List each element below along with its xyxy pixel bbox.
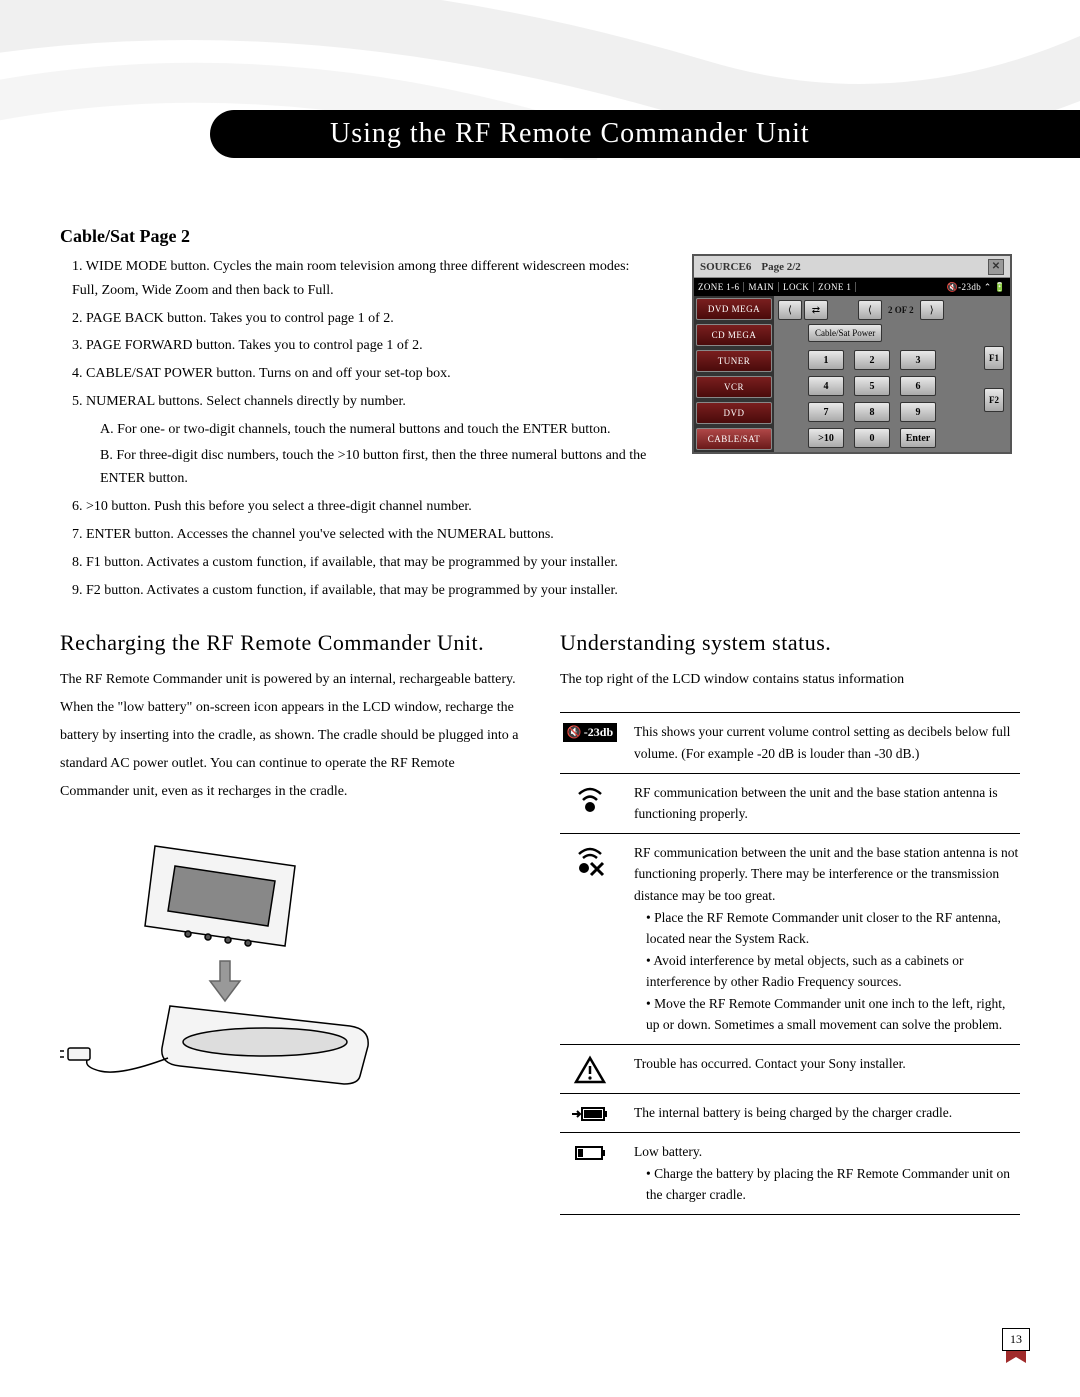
num-key[interactable]: 8	[854, 402, 890, 422]
status-row-warn: Trouble has occurred. Contact your Sony …	[560, 1044, 1020, 1093]
charging-icon	[560, 1102, 620, 1124]
list-item: A. For one- or two-digit channels, touch…	[100, 418, 660, 442]
status-text: RF communication between the unit and th…	[634, 782, 1020, 825]
list-item: 3. PAGE FORWARD button. Takes you to con…	[72, 334, 642, 358]
num-key[interactable]: 2	[854, 350, 890, 370]
numeral-pad: 1 2 3 4 5 6 7 8 9 >10 0 Enter	[808, 350, 1006, 448]
list-item: 1. WIDE MODE button. Cycles the main roo…	[72, 255, 642, 303]
status-bullets: Place the RF Remote Commander unit close…	[646, 907, 1020, 1037]
status-intro: The top right of the LCD window contains…	[560, 666, 1020, 694]
page-fwd-group: ⟨ 2 OF 2 ⟩	[858, 300, 944, 320]
status-chip: LOCK	[779, 282, 814, 292]
rf-bad-icon	[560, 842, 620, 1036]
cable-sat-power-button[interactable]: Cable/Sat Power	[808, 324, 882, 342]
status-row-charging: The internal battery is being charged by…	[560, 1093, 1020, 1132]
page-indicator: 2 OF 2	[884, 300, 918, 320]
f1-button[interactable]: F1	[984, 346, 1004, 370]
bullet: Avoid interference by metal objects, suc…	[646, 950, 1020, 993]
wide-mode-button[interactable]: ⇄	[804, 300, 828, 320]
page-title-rest: the RF Remote Commander Unit	[402, 118, 810, 149]
page-number: 13	[1002, 1328, 1030, 1351]
device-page-label: Page 2/2	[761, 261, 800, 273]
num-key[interactable]: 3	[900, 350, 936, 370]
rf-ok-icon	[560, 782, 620, 825]
source-button[interactable]: CABLE/SAT	[696, 428, 772, 450]
recharge-column: Recharging the RF Remote Commander Unit.…	[60, 630, 520, 1215]
num-key[interactable]: 4	[808, 376, 844, 396]
f-keys: F1 F2	[984, 346, 1004, 412]
page-title: Using the RF Remote Commander Unit	[330, 118, 810, 150]
status-row-rf-bad: RF communication between the unit and th…	[560, 833, 1020, 1044]
volume-db-icon: 🔇-23db	[560, 721, 620, 764]
page-header-band: Using the RF Remote Commander Unit	[210, 110, 1080, 158]
status-column: Understanding system status. The top rig…	[560, 630, 1020, 1215]
cablesat-sublist: A. For one- or two-digit channels, touch…	[100, 418, 660, 491]
warning-icon	[560, 1053, 620, 1085]
page-back-group: ⟨ ⇄	[778, 300, 828, 320]
page-number-box: 13	[1002, 1328, 1030, 1367]
list-item: 5. NUMERAL buttons. Select channels dire…	[72, 390, 642, 414]
list-item: 9. F2 button. Activates a custom functio…	[72, 579, 1020, 603]
device-source-label: SOURCE6	[700, 261, 751, 273]
two-column-section: Recharging the RF Remote Commander Unit.…	[60, 630, 1020, 1215]
f2-button[interactable]: F2	[984, 388, 1004, 412]
bookmark-icon	[1002, 1351, 1030, 1367]
num-key[interactable]: 0	[854, 428, 890, 448]
recharge-body: The RF Remote Commander unit is powered …	[60, 666, 520, 806]
page-forward-button[interactable]: ⟩	[920, 300, 944, 320]
page-title-strong: Using	[330, 118, 402, 149]
source-button[interactable]: DVD MEGA	[696, 298, 772, 320]
page-back-button[interactable]: ⟨	[858, 300, 882, 320]
num-key[interactable]: >10	[808, 428, 844, 448]
source-button[interactable]: VCR	[696, 376, 772, 398]
bullet: Move the RF Remote Commander unit one in…	[646, 993, 1020, 1036]
enter-key[interactable]: Enter	[900, 428, 936, 448]
status-chip: ZONE 1	[814, 282, 856, 292]
status-row-lowbatt: Low battery. Charge the battery by placi…	[560, 1132, 1020, 1215]
list-item: 4. CABLE/SAT POWER button. Turns on and …	[72, 362, 642, 386]
status-text: Trouble has occurred. Contact your Sony …	[634, 1053, 1020, 1085]
list-item: 8. F1 button. Activates a custom functio…	[72, 551, 1020, 575]
list-item: 7. ENTER button. Accesses the channel yo…	[72, 523, 1020, 547]
status-text: This shows your current volume control s…	[634, 721, 1020, 764]
device-main-panel: ⟨ ⇄ ⟨ 2 OF 2 ⟩ Cable/Sat Power 1 2 3	[774, 296, 1010, 452]
status-heading: Understanding system status.	[560, 630, 1020, 656]
list-item: 2. PAGE BACK button. Takes you to contro…	[72, 307, 642, 331]
status-text: RF communication between the unit and th…	[634, 842, 1020, 1036]
device-titlebar: SOURCE6 Page 2/2 ✕	[694, 256, 1010, 278]
remote-device-screenshot: SOURCE6 Page 2/2 ✕ ZONE 1-6 MAIN LOCK ZO…	[692, 254, 1012, 454]
cradle-illustration	[60, 826, 520, 1101]
device-status-bar: ZONE 1-6 MAIN LOCK ZONE 1 🔇-23db ⌃ 🔋	[694, 278, 1010, 296]
cablesat-list: 1. WIDE MODE button. Cycles the main roo…	[72, 255, 642, 414]
status-chip: 🔇-23db ⌃ 🔋	[943, 282, 1010, 293]
bullet: Charge the battery by placing the RF Rem…	[646, 1163, 1020, 1206]
recharge-heading: Recharging the RF Remote Commander Unit.	[60, 630, 520, 656]
source-button[interactable]: TUNER	[696, 350, 772, 372]
status-row-db: 🔇-23db This shows your current volume co…	[560, 712, 1020, 772]
status-row-rf-ok: RF communication between the unit and th…	[560, 773, 1020, 833]
cablesat-list-cont: 6. >10 button. Push this before you sele…	[72, 495, 1020, 602]
status-chip: ZONE 1-6	[694, 282, 744, 292]
cablesat-heading: Cable/Sat Page 2	[60, 226, 1020, 247]
status-table: 🔇-23db This shows your current volume co…	[560, 712, 1020, 1215]
page-back-button[interactable]: ⟨	[778, 300, 802, 320]
status-bullets: Charge the battery by placing the RF Rem…	[646, 1163, 1020, 1206]
cablesat-section: Cable/Sat Page 2 1. WIDE MODE button. Cy…	[60, 226, 1020, 602]
list-item: B. For three-digit disc numbers, touch t…	[100, 444, 660, 492]
list-item: 6. >10 button. Push this before you sele…	[72, 495, 1020, 519]
status-text: The internal battery is being charged by…	[634, 1102, 1020, 1124]
source-button[interactable]: DVD	[696, 402, 772, 424]
status-text: Low battery. Charge the battery by placi…	[634, 1141, 1020, 1206]
close-icon[interactable]: ✕	[988, 259, 1004, 275]
num-key[interactable]: 7	[808, 402, 844, 422]
num-key[interactable]: 1	[808, 350, 844, 370]
num-key[interactable]: 9	[900, 402, 936, 422]
bullet: Place the RF Remote Commander unit close…	[646, 907, 1020, 950]
source-button[interactable]: CD MEGA	[696, 324, 772, 346]
status-chip: MAIN	[744, 282, 779, 292]
low-battery-icon	[560, 1141, 620, 1206]
num-key[interactable]: 6	[900, 376, 936, 396]
num-key[interactable]: 5	[854, 376, 890, 396]
device-source-list: DVD MEGA CD MEGA TUNER VCR DVD CABLE/SAT	[694, 296, 774, 452]
